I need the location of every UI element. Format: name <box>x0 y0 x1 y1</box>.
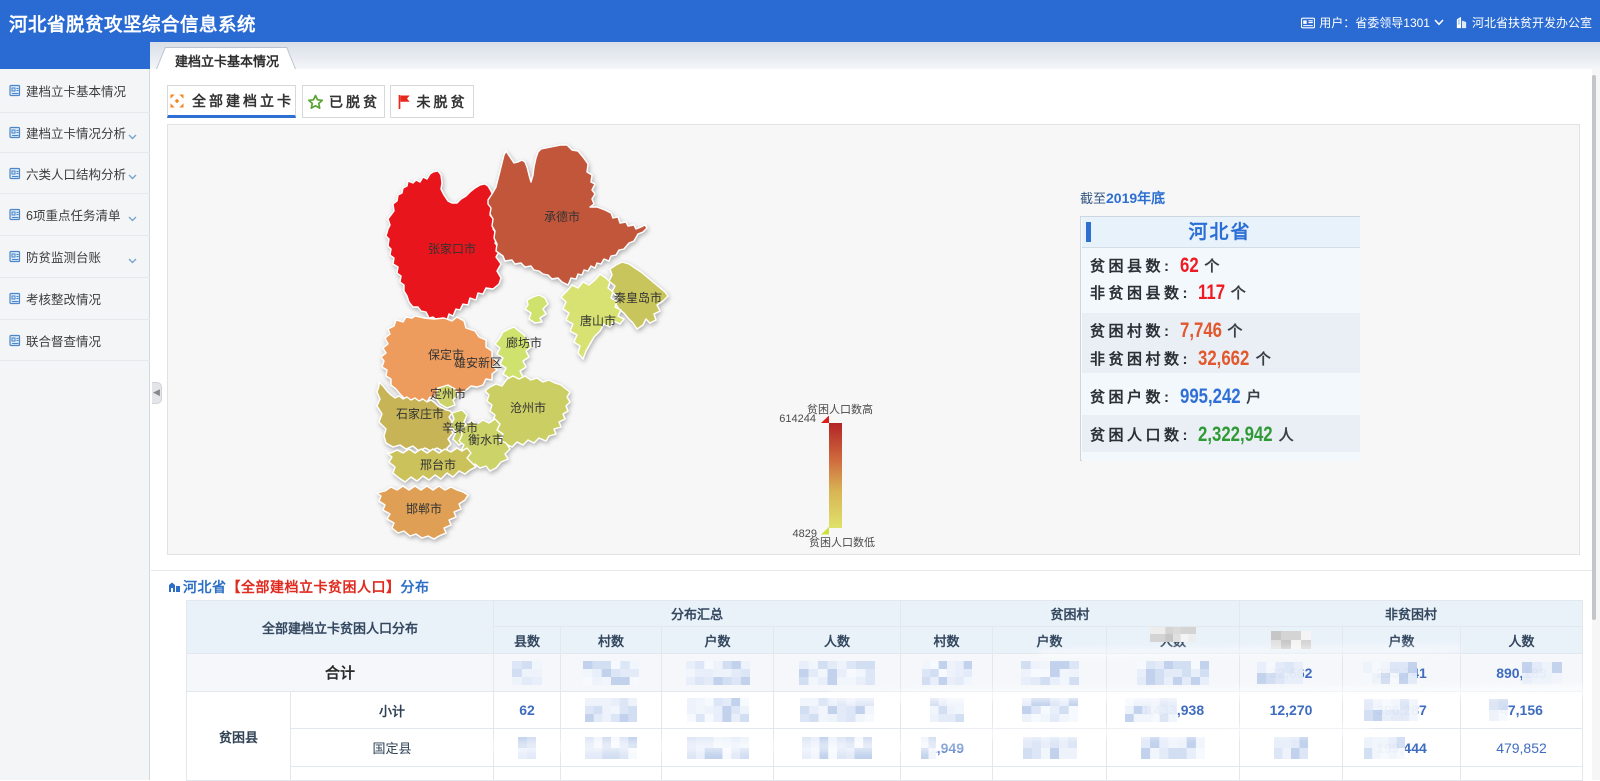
svg-text:唐山市: 唐山市 <box>580 313 616 328</box>
svg-text:定州市: 定州市 <box>430 386 466 401</box>
svg-text:沧州市: 沧州市 <box>510 400 546 415</box>
svg-text:衡水市: 衡水市 <box>468 432 504 447</box>
svg-text:承德市: 承德市 <box>544 209 580 224</box>
svg-text:4829: 4829 <box>793 528 817 540</box>
svg-text:贫困人口数高: 贫困人口数高 <box>807 402 873 416</box>
svg-text:张家口市: 张家口市 <box>428 241 476 256</box>
svg-text:廊坊市: 廊坊市 <box>506 335 542 350</box>
svg-text:石家庄市: 石家庄市 <box>396 406 444 421</box>
svg-text:贫困人口数低: 贫困人口数低 <box>809 535 875 549</box>
svg-text:秦皇岛市: 秦皇岛市 <box>614 290 662 305</box>
svg-text:雄安新区: 雄安新区 <box>454 355 502 370</box>
svg-text:辛集市: 辛集市 <box>442 420 478 435</box>
svg-text:邯郸市: 邯郸市 <box>406 501 442 516</box>
svg-text:邢台市: 邢台市 <box>420 457 456 472</box>
svg-text:614244: 614244 <box>779 413 816 425</box>
svg-text:保定市: 保定市 <box>428 347 464 362</box>
